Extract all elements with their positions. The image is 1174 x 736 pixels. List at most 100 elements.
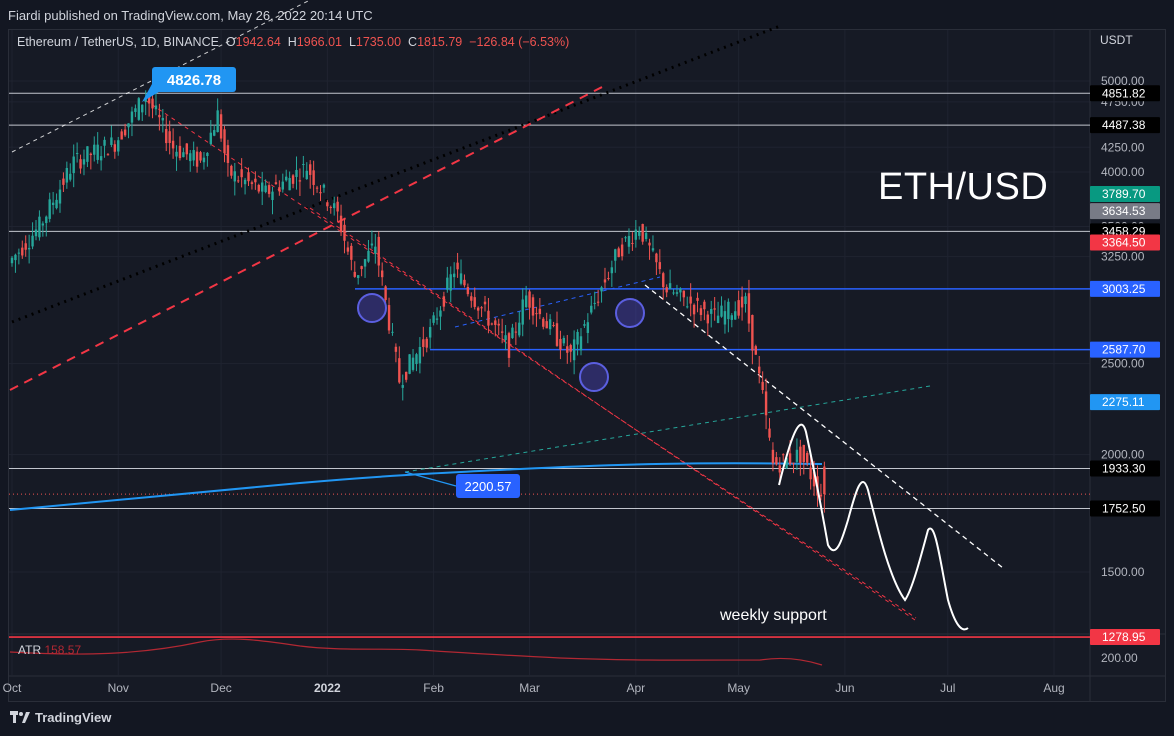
candle-body <box>165 129 168 144</box>
candle-body <box>665 287 668 293</box>
price-axis-label: 3003.25 <box>1090 280 1160 297</box>
candle-body <box>329 206 332 208</box>
candle-body <box>490 323 494 325</box>
price-label-bg <box>1090 234 1160 251</box>
price-label-bg <box>1090 203 1160 220</box>
candle-body <box>223 129 226 154</box>
candle-body <box>476 307 480 311</box>
candle-body <box>79 159 82 169</box>
high-callout-pointer <box>142 84 162 102</box>
high-callout-text: 4826.78 <box>167 72 221 89</box>
price-label-bg <box>1090 341 1160 358</box>
candle-body <box>189 153 192 162</box>
candle-body <box>103 139 106 146</box>
candle-body <box>542 318 545 327</box>
publish-info: Fiardi published on TradingView.com, May… <box>8 8 373 23</box>
candle-body <box>775 457 778 465</box>
candle-body <box>82 159 86 165</box>
candle-body <box>415 354 418 365</box>
high-callout: 4826.78 <box>142 67 236 102</box>
moving-average-line <box>9 462 823 511</box>
candle-body <box>706 314 710 324</box>
candle-body <box>552 324 555 326</box>
price-label-text: 1278.95 <box>1102 630 1146 644</box>
candle-body <box>151 98 154 109</box>
price-axis-tick: 4250.00 <box>1101 140 1145 154</box>
candle-body <box>802 444 805 463</box>
candle-body <box>93 144 96 155</box>
candle-body <box>141 104 144 113</box>
candle-body <box>504 335 507 341</box>
candle-body <box>343 224 346 241</box>
currency-label: USDT <box>1100 33 1133 47</box>
candle-body <box>154 105 158 110</box>
candle-body <box>192 150 195 161</box>
candle-body <box>182 152 185 158</box>
candle-body <box>751 314 754 351</box>
candle-body <box>668 283 672 290</box>
candle-body <box>806 452 809 463</box>
candle-body <box>380 270 384 278</box>
candle-body <box>127 123 130 128</box>
candle-body <box>271 191 274 201</box>
candle-body <box>809 467 812 480</box>
candle-body <box>206 152 209 157</box>
price-axis-tick: 2500.00 <box>1101 357 1145 371</box>
candle-body <box>391 331 394 333</box>
candle-body <box>535 313 538 315</box>
time-axis-tick: Dec <box>210 681 231 695</box>
candle-body <box>267 185 271 194</box>
candle-body <box>819 495 823 497</box>
atr-legend: ATR 158.57 <box>18 643 81 657</box>
candle-body <box>422 339 425 347</box>
candle-body <box>720 305 723 317</box>
price-axis-label: 3634.53 <box>1090 203 1160 220</box>
candle-body <box>58 189 62 204</box>
candle-body <box>38 216 41 238</box>
candle-body <box>768 428 771 438</box>
candle-body <box>65 167 69 183</box>
candle-body <box>473 297 476 307</box>
candle-body <box>96 144 99 160</box>
candle-body <box>230 165 233 176</box>
price-label-text: 3789.70 <box>1102 187 1146 201</box>
candle-body <box>620 244 624 257</box>
candle-body <box>305 170 308 180</box>
time-axis-tick: Mar <box>519 681 540 695</box>
candle-body <box>120 131 123 140</box>
price-label-text: 2275.11 <box>1102 395 1145 409</box>
candle-body <box>586 322 590 333</box>
candle-body <box>638 231 641 236</box>
tradingview-logo[interactable]: TradingView <box>10 710 111 725</box>
candle-body <box>134 108 137 112</box>
price-label-bg <box>1090 460 1160 477</box>
candle-body <box>158 114 161 118</box>
candle-body <box>353 271 356 277</box>
price-label-text: 4487.38 <box>1102 118 1146 132</box>
candle-body <box>644 232 648 239</box>
candle-body <box>435 318 439 320</box>
candle-body <box>264 185 267 193</box>
candle-body <box>555 323 559 346</box>
candle-body <box>418 347 422 364</box>
price-axis-label: 1933.30 <box>1090 460 1160 477</box>
candle-body <box>758 366 761 374</box>
candle-body <box>764 391 768 416</box>
price-axis-label: 1752.50 <box>1090 500 1160 517</box>
candle-body <box>360 266 363 270</box>
candle-body <box>655 253 658 263</box>
high-callout-box <box>152 67 236 92</box>
candle-body <box>713 308 716 310</box>
candle-body <box>459 273 463 284</box>
ohlc-legend: Ethereum / TetherUS, 1D, BINANCE O1942.6… <box>17 35 569 49</box>
candle-body <box>322 184 326 188</box>
candle-body <box>332 203 336 209</box>
candle-body <box>518 322 521 336</box>
candle-body <box>761 381 764 390</box>
candle-body <box>634 229 638 240</box>
candle-body <box>782 454 785 456</box>
candle-body <box>603 279 607 283</box>
candle-body <box>562 337 566 344</box>
candle-body <box>175 151 178 157</box>
